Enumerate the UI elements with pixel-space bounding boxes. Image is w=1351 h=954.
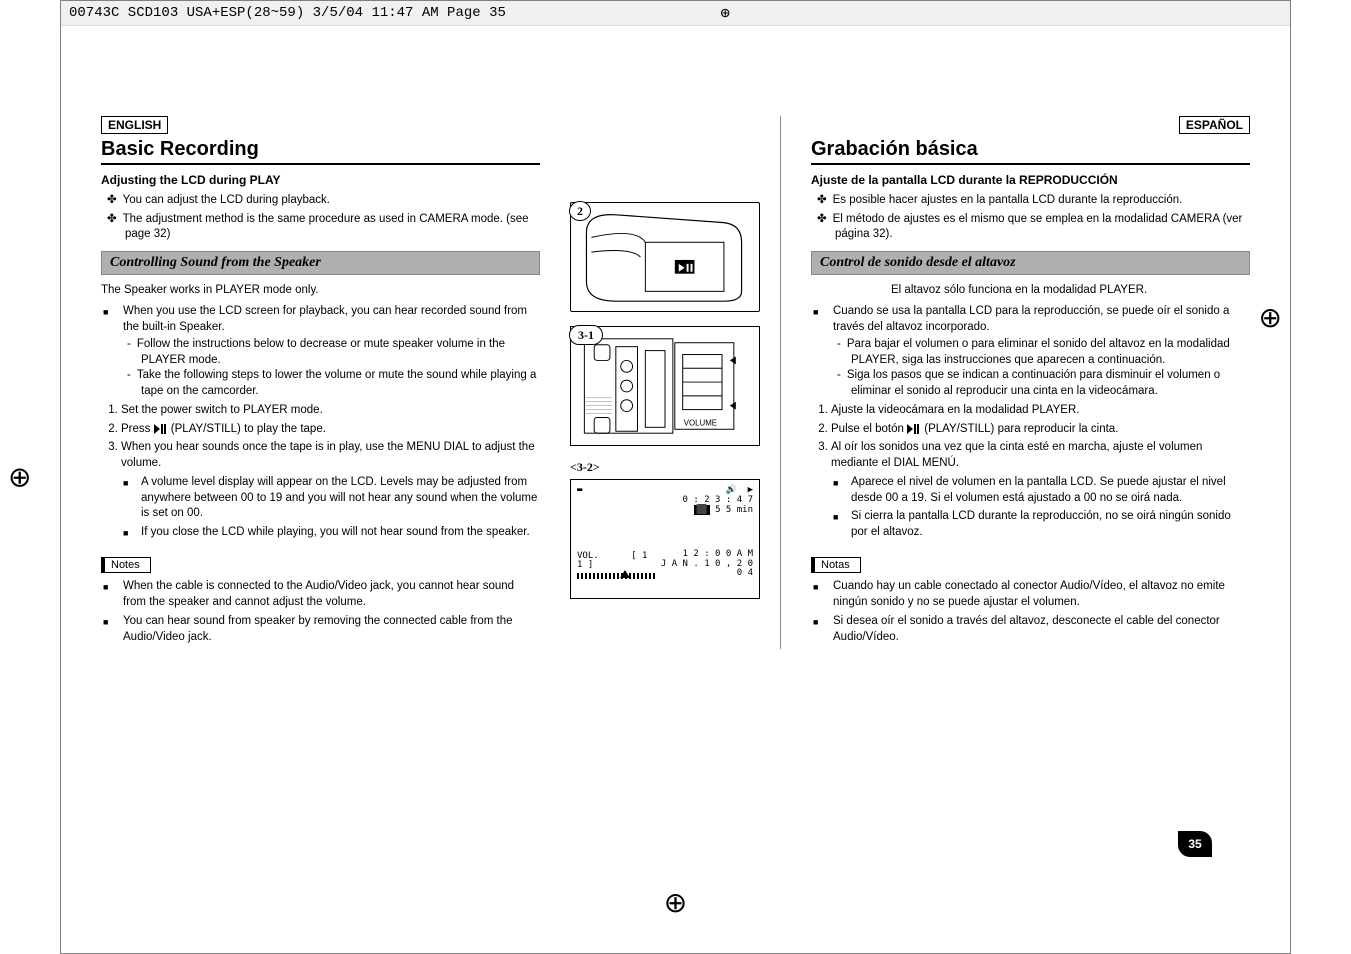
manual-page: 00743C SCD103 USA+ESP(28~59) 3/5/04 11:4…	[60, 0, 1291, 954]
title-english: Basic Recording	[101, 138, 540, 165]
playback-intro-text-es: Cuando se usa la pantalla LCD para la re…	[833, 305, 1229, 333]
lang-label-english: ENGLISH	[101, 116, 168, 134]
adjust-item-en: The adjustment method is the same proced…	[125, 212, 540, 243]
figure-2: 2	[570, 202, 760, 312]
osd-vol-label: VOL.	[577, 551, 599, 561]
step3-sub-en: A volume level display will appear on th…	[139, 475, 540, 522]
note-en: When the cable is connected to the Audio…	[119, 579, 540, 610]
title-spanish: Grabación básica	[811, 138, 1250, 165]
header-filename: 00743C SCD103 USA+ESP(28~59) 3/5/04 11:4…	[69, 5, 506, 21]
adjust-list-en: You can adjust the LCD during playback. …	[101, 193, 540, 243]
notes-label-es: Notas	[811, 557, 861, 573]
notes-label-en: Notes	[101, 557, 151, 573]
step3-sub-es: Aparece el nivel de volumen en la pantal…	[849, 475, 1250, 506]
remain-icon: ⬛	[694, 505, 709, 515]
playback-sub-en: Take the following steps to lower the vo…	[141, 368, 540, 399]
step3-text-es: Al oír los sonidos una vez que la cinta …	[831, 441, 1202, 469]
step-es: Pulse el botón (PLAY/STILL) para reprodu…	[831, 422, 1250, 438]
registration-mark-left: ⊕	[8, 461, 31, 494]
step3-sub-es: Si cierra la pantalla LCD durante la rep…	[849, 509, 1250, 540]
figures-column: 2 3-1	[570, 116, 760, 649]
osd-time: 1 2 : 0 0 A M	[683, 549, 753, 559]
step-es: Ajuste la videocámara en la modalidad PL…	[831, 403, 1250, 419]
adjust-item-en: You can adjust the LCD during playback.	[125, 193, 540, 209]
playback-list-en: When you use the LCD screen for playback…	[101, 304, 540, 399]
step3-subs-es: Aparece el nivel de volumen en la pantal…	[831, 475, 1250, 540]
step-es: Al oír los sonidos una vez que la cinta …	[831, 440, 1250, 540]
play-icon: ▶	[748, 485, 753, 495]
adjust-item-es: El método de ajustes es el mismo que se …	[835, 212, 1250, 243]
figure-3-2-osd: ▬ 🔊 ▶ 0 : 2 3 : 4 7 ⬛ 5 5 min VOL. [ 1 1…	[570, 479, 760, 599]
gear-icon: ⊕	[720, 3, 730, 23]
speaker-icon: 🔊	[726, 485, 737, 495]
playback-sub-es: Para bajar el volumen o para eliminar el…	[851, 337, 1250, 368]
camcorder-lcd-svg	[571, 203, 759, 311]
step-en: Set the power switch to PLAYER mode.	[121, 403, 540, 419]
osd-remain: 5 5 min	[715, 505, 753, 515]
speaker-head-es: Control de sonido desde el altavoz	[811, 251, 1250, 275]
notes-list-en: When the cable is connected to the Audio…	[101, 579, 540, 645]
figure-tag-2: 2	[569, 201, 591, 221]
adjust-head-en: Adjusting the LCD during PLAY	[101, 173, 540, 187]
adjust-head-es: Ajuste de la pantalla LCD durante la REP…	[811, 173, 1250, 187]
registration-mark-bottom: ⊕	[664, 886, 687, 919]
speaker-note-es: El altavoz sólo funciona en la modalidad…	[811, 283, 1250, 299]
playback-subs-es: Para bajar el volumen o para eliminar el…	[833, 337, 1250, 399]
print-header: 00743C SCD103 USA+ESP(28~59) 3/5/04 11:4…	[61, 1, 1290, 26]
speaker-note-en: The Speaker works in PLAYER mode only.	[101, 283, 540, 299]
playback-sub-es: Siga los pasos que se indican a continua…	[851, 368, 1250, 399]
step-en: When you hear sounds once the tape is in…	[121, 440, 540, 540]
playback-intro-text-en: When you use the LCD screen for playback…	[123, 305, 527, 333]
note-es: Cuando hay un cable conectado al conecto…	[829, 579, 1250, 610]
page-number-badge: 35	[1178, 831, 1212, 857]
playback-subs-en: Follow the instructions below to decreas…	[123, 337, 540, 399]
english-column: ENGLISH Basic Recording Adjusting the LC…	[101, 116, 550, 649]
spanish-column: ESPAÑOL Grabación básica Ajuste de la pa…	[801, 116, 1250, 649]
playback-intro-es: Cuando se usa la pantalla LCD para la re…	[829, 304, 1250, 399]
step3-text-en: When you hear sounds once the tape is in…	[121, 441, 535, 469]
playback-list-es: Cuando se usa la pantalla LCD para la re…	[811, 304, 1250, 399]
step3-sub-en: If you close the LCD while playing, you …	[139, 525, 540, 541]
step-en: Press Press (PLAY/STILL) to play the tap…	[121, 422, 540, 438]
lang-label-spanish: ESPAÑOL	[1179, 116, 1250, 134]
note-en: You can hear sound from speaker by remov…	[119, 614, 540, 645]
steps-en: Set the power switch to PLAYER mode. Pre…	[101, 403, 540, 540]
volume-label: VOLUME	[684, 418, 717, 427]
playback-sub-en: Follow the instructions below to decreas…	[141, 337, 540, 368]
volume-bar	[577, 573, 656, 579]
tape-icon: ▬	[577, 486, 582, 516]
figure-tag-31: 3-1	[569, 325, 603, 345]
speaker-head-en: Controlling Sound from the Speaker	[101, 251, 540, 275]
playback-intro-en: When you use the LCD screen for playback…	[119, 304, 540, 399]
adjust-list-es: Es posible hacer ajustes en la pantalla …	[811, 193, 1250, 243]
figure-3-1: 3-1 VOLUME	[570, 326, 760, 446]
notes-list-es: Cuando hay un cable conectado al conecto…	[811, 579, 1250, 645]
camcorder-side-svg: VOLUME	[571, 327, 759, 445]
adjust-item-es: Es posible hacer ajustes en la pantalla …	[835, 193, 1250, 209]
play-still-icon	[154, 424, 168, 434]
play-still-icon	[907, 424, 921, 434]
registration-mark-right: ⊕	[1259, 301, 1282, 334]
note-es: Si desea oír el sonido a través del alta…	[829, 614, 1250, 645]
osd-date: J A N . 1 0 , 2 0 0 4	[661, 559, 753, 579]
column-divider	[780, 116, 781, 649]
steps-es: Ajuste la videocámara en la modalidad PL…	[811, 403, 1250, 540]
step3-subs-en: A volume level display will appear on th…	[121, 475, 540, 540]
figure-tag-32: <3-2>	[570, 460, 760, 475]
content-grid: ENGLISH Basic Recording Adjusting the LC…	[61, 26, 1290, 669]
osd-timecode: 0 : 2 3 : 4 7	[683, 495, 753, 505]
